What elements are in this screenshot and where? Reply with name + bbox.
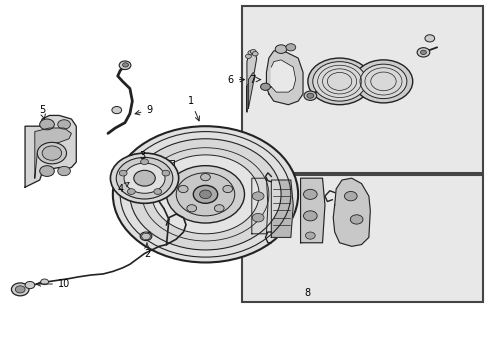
Circle shape <box>252 213 264 222</box>
Text: 7: 7 <box>248 75 260 85</box>
Polygon shape <box>251 178 267 234</box>
Circle shape <box>176 173 234 216</box>
Circle shape <box>252 51 258 56</box>
Circle shape <box>162 170 169 176</box>
Circle shape <box>119 61 131 69</box>
Circle shape <box>200 174 210 181</box>
Polygon shape <box>25 116 76 187</box>
Circle shape <box>303 189 317 199</box>
Circle shape <box>178 185 188 193</box>
Circle shape <box>305 232 315 239</box>
Circle shape <box>37 142 66 164</box>
Circle shape <box>152 155 259 234</box>
Circle shape <box>58 166 70 176</box>
Polygon shape <box>246 51 256 112</box>
Circle shape <box>166 166 244 223</box>
Circle shape <box>416 48 429 57</box>
Text: 6: 6 <box>227 75 244 85</box>
Circle shape <box>250 49 256 54</box>
Circle shape <box>11 283 29 296</box>
Text: 1: 1 <box>187 96 199 121</box>
Circle shape <box>134 170 155 186</box>
Text: 8: 8 <box>304 288 310 298</box>
Text: 2: 2 <box>143 243 150 258</box>
Circle shape <box>312 62 366 101</box>
Circle shape <box>223 185 232 193</box>
Circle shape <box>42 146 61 160</box>
Circle shape <box>154 189 162 194</box>
Circle shape <box>186 205 196 212</box>
Circle shape <box>122 63 128 67</box>
Circle shape <box>275 45 286 53</box>
Circle shape <box>307 58 370 105</box>
Text: 3: 3 <box>139 151 145 161</box>
Circle shape <box>127 189 135 194</box>
Circle shape <box>424 35 434 42</box>
Circle shape <box>140 232 152 240</box>
Circle shape <box>260 83 270 90</box>
Circle shape <box>420 50 426 54</box>
Circle shape <box>252 192 264 201</box>
Text: 4: 4 <box>117 183 129 194</box>
Circle shape <box>25 282 35 289</box>
Circle shape <box>15 286 25 293</box>
Circle shape <box>193 185 217 203</box>
Polygon shape <box>300 178 325 243</box>
Text: 10: 10 <box>36 279 70 289</box>
Polygon shape <box>332 178 369 246</box>
Text: 5: 5 <box>39 105 45 119</box>
Polygon shape <box>271 180 293 237</box>
Circle shape <box>110 153 178 203</box>
Polygon shape <box>248 72 255 108</box>
Circle shape <box>141 159 148 165</box>
Circle shape <box>306 93 313 98</box>
Circle shape <box>303 211 317 221</box>
Circle shape <box>41 279 48 285</box>
Bar <box>242 175 483 302</box>
Circle shape <box>112 107 122 114</box>
Polygon shape <box>35 128 71 178</box>
Circle shape <box>119 170 127 176</box>
Circle shape <box>214 205 224 212</box>
Circle shape <box>344 192 356 201</box>
Circle shape <box>247 50 253 55</box>
Bar <box>242 6 483 173</box>
Circle shape <box>130 139 281 250</box>
Circle shape <box>199 190 211 199</box>
Circle shape <box>304 91 316 100</box>
Circle shape <box>353 60 412 103</box>
Circle shape <box>58 120 70 129</box>
Polygon shape <box>271 60 295 92</box>
Circle shape <box>349 215 362 224</box>
Polygon shape <box>266 51 303 105</box>
Circle shape <box>113 126 298 262</box>
Circle shape <box>40 119 54 130</box>
Circle shape <box>124 163 164 193</box>
Circle shape <box>116 157 172 199</box>
Circle shape <box>359 64 406 99</box>
Circle shape <box>245 54 251 58</box>
Text: 9: 9 <box>135 105 152 115</box>
Circle shape <box>285 44 295 51</box>
Circle shape <box>40 166 54 176</box>
